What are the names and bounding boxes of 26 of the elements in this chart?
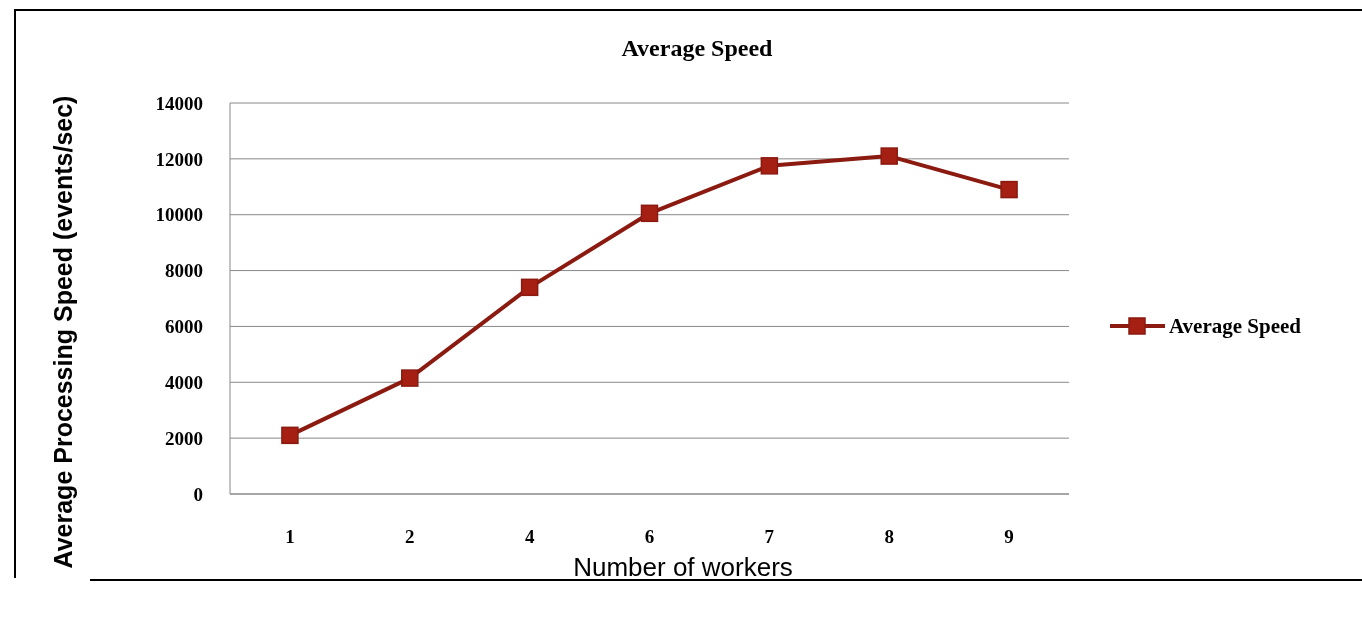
point xyxy=(1000,180,1018,199)
x-tick-label: 9 xyxy=(1004,526,1014,547)
point xyxy=(281,426,299,445)
legend-label: Average Speed xyxy=(1169,314,1302,339)
x-tick-label: 4 xyxy=(524,526,535,547)
point xyxy=(640,204,659,223)
y-tick-label: 8000 xyxy=(165,260,203,282)
x-tick-label: 6 xyxy=(644,526,655,547)
y-tick-label: 2000 xyxy=(165,427,203,449)
y-axis-title: Average Processing Speed (events/sec) xyxy=(49,95,77,569)
point xyxy=(520,278,539,297)
x-tick-label: 7 xyxy=(764,526,775,547)
y-tick-label: 4000 xyxy=(165,371,203,393)
y-tick-label: 6000 xyxy=(165,316,203,338)
y-tick-label: 12000 xyxy=(155,148,203,170)
x-tick-label: 1 xyxy=(285,526,295,547)
y-tick-label: 14000 xyxy=(155,92,203,114)
chart-title: Average Speed xyxy=(621,35,774,61)
point xyxy=(880,147,898,165)
point xyxy=(401,369,419,387)
y-tick-label: 0 xyxy=(193,483,203,505)
x-tick-label: 2 xyxy=(405,526,415,547)
point xyxy=(760,157,779,175)
x-axis-title: Number of workers xyxy=(573,552,793,582)
x-tick-label: 8 xyxy=(884,526,894,547)
y-tick-label: 10000 xyxy=(155,204,203,226)
